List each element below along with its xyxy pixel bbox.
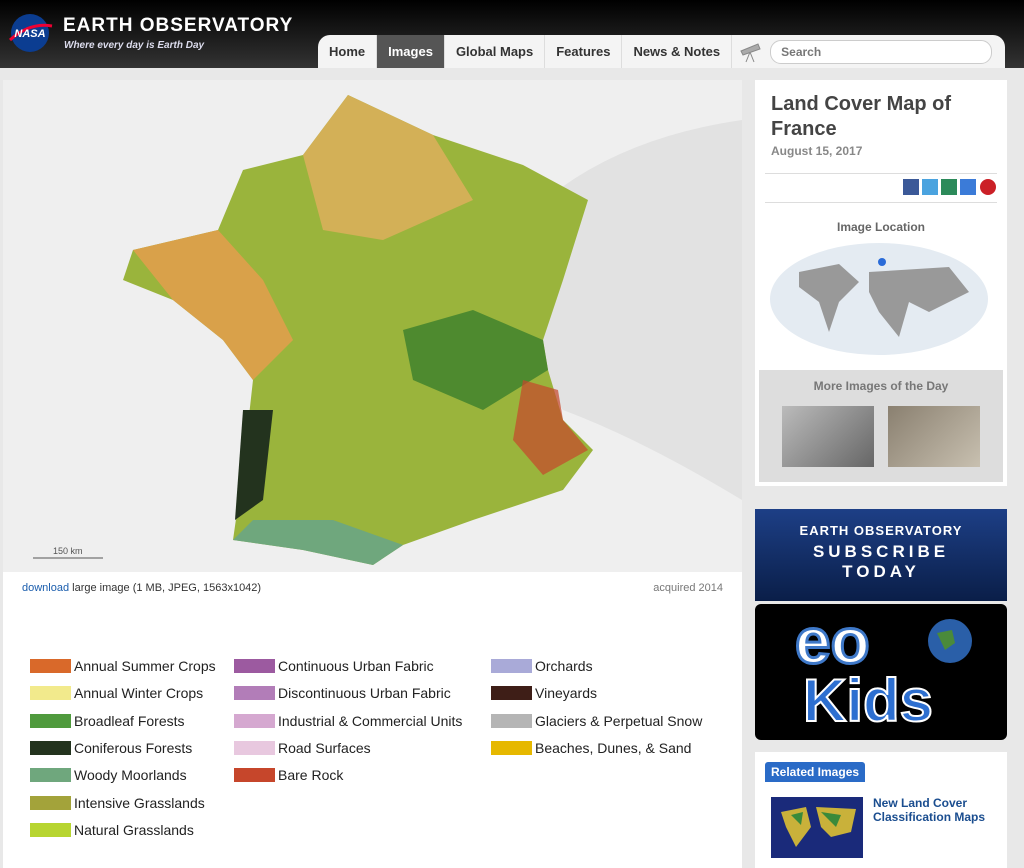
legend-item: Annual Winter Crops <box>30 685 203 701</box>
legend-label: Annual Winter Crops <box>74 685 204 702</box>
legend-label: Beaches, Dunes, & Sand <box>535 739 692 756</box>
legend-swatch <box>491 740 532 755</box>
legend-item: Intensive Grasslands <box>30 795 205 811</box>
main-panel: 150 km download large image (1 MB, JPEG,… <box>3 80 742 868</box>
nasa-text: NASA <box>14 28 45 40</box>
legend-swatch <box>234 768 275 783</box>
legend-item: Broadleaf Forests <box>30 713 185 729</box>
legend-label: Woody Moorlands <box>74 767 187 784</box>
nasa-logo: NASA <box>8 14 53 52</box>
legend-swatch <box>30 686 71 701</box>
legend-label: Orchards <box>535 658 593 674</box>
legend-item: Road Surfaces <box>234 740 371 756</box>
related-thumbnail[interactable] <box>771 797 863 858</box>
legend-item: Annual Summer Crops <box>30 658 216 674</box>
info-panel: Land Cover Map of France August 15, 2017… <box>755 80 1007 486</box>
legend-item: Orchards <box>491 658 593 674</box>
legend-item: Discontinuous Urban Fabric <box>234 685 451 701</box>
legend-swatch <box>30 822 71 837</box>
nav-tab[interactable]: Global Maps <box>445 35 546 68</box>
scale-label: 150 km <box>53 546 83 556</box>
legend-item: Natural Grasslands <box>30 822 194 838</box>
legend-swatch <box>234 713 275 728</box>
legend-label: Annual Summer Crops <box>74 658 216 674</box>
legend-swatch <box>30 795 71 810</box>
legend-label: Glaciers & Perpetual Snow <box>535 712 703 729</box>
tagline: Where every day is Earth Day <box>64 40 205 51</box>
legend-label: Intensive Grasslands <box>74 794 205 811</box>
legend-label: Natural Grasslands <box>74 821 194 838</box>
legend-label: Broadleaf Forests <box>74 712 185 729</box>
legend-item: Continuous Urban Fabric <box>234 658 434 674</box>
legend-item: Woody Moorlands <box>30 767 187 783</box>
share-icons <box>903 179 996 195</box>
thumbnail[interactable] <box>782 406 874 467</box>
legend-item: Coniferous Forests <box>30 740 192 756</box>
legend-swatch <box>30 740 71 755</box>
download-link[interactable]: download <box>22 582 70 594</box>
legend-swatch <box>30 713 71 728</box>
related-panel: Related Images New Land Cover Classifica… <box>755 752 1007 868</box>
site-name: EARTH OBSERVATORY <box>63 15 294 36</box>
legend-item: Beaches, Dunes, & Sand <box>491 740 691 756</box>
legend-item: Industrial & Commercial Units <box>234 713 462 729</box>
legend-label: Bare Rock <box>278 767 344 784</box>
related-heading: Related Images <box>765 762 866 782</box>
legend-swatch <box>30 768 71 783</box>
legend-item: Vineyards <box>491 685 597 701</box>
legend-label: Vineyards <box>535 685 598 702</box>
related-title[interactable]: New Land Cover Classification Maps <box>873 796 986 824</box>
legend-label: Industrial & Commercial Units <box>278 712 463 729</box>
more-images: More Images of the Day <box>759 370 1003 482</box>
kids-text: Kids <box>802 666 934 735</box>
caption-text: large image (1 MB, JPEG, 1563x1042) <box>72 582 262 594</box>
location-heading: Image Location <box>836 220 925 234</box>
kids-eo: eo <box>794 604 872 679</box>
nav-tab[interactable]: Images <box>377 35 445 68</box>
nav-tab[interactable]: Home <box>318 35 378 68</box>
legend-label: Coniferous Forests <box>74 739 193 756</box>
image-title: Land Cover Map of France <box>771 93 952 140</box>
land-cover-map: 150 km <box>3 80 742 572</box>
header: NASA EARTH OBSERVATORY Where every day i… <box>0 0 1024 68</box>
nav-bar: Home Images Global Maps Features News & Note… <box>318 35 1005 68</box>
thumbnail[interactable] <box>888 406 980 467</box>
location-map <box>770 243 988 355</box>
legend-swatch <box>234 740 275 755</box>
legend-swatch <box>234 686 275 701</box>
legend-label: Discontinuous Urban Fabric <box>278 685 451 702</box>
nav-tabs: Home Images Global Maps Features News & Note… <box>318 35 733 68</box>
caption: download large image (1 MB, JPEG, 1563x1… <box>22 582 261 594</box>
legend-item: Glaciers & Perpetual Snow <box>491 713 702 729</box>
nav-tab[interactable]: News & Notes <box>622 35 733 68</box>
telescope-icon <box>740 42 761 62</box>
banner-cta: SUBSCRIBE TODAY <box>812 542 950 581</box>
earth-icon <box>928 619 972 663</box>
subscribe-banner[interactable]: EARTH OBSERVATORY SUBSCRIBE TODAY <box>755 509 1007 601</box>
legend-swatch <box>491 659 532 673</box>
nav-tab[interactable]: Features <box>545 35 623 68</box>
eo-kids-banner[interactable]: eo Kids <box>755 604 1007 740</box>
legend-label: Continuous Urban Fabric <box>278 658 434 674</box>
legend-label: Road Surfaces <box>278 739 371 756</box>
legend-swatch <box>491 713 532 728</box>
banner-name: EARTH OBSERVATORY <box>799 523 963 538</box>
image-date: August 15, 2017 <box>771 144 863 158</box>
search-box[interactable]: Search <box>770 39 993 64</box>
legend-item: Bare Rock <box>234 767 343 783</box>
legend-swatch <box>234 659 275 673</box>
legend-swatch <box>30 659 71 673</box>
legend-swatch <box>491 686 532 701</box>
acquired: acquired 2014 <box>653 582 723 594</box>
more-heading: More Images of the Day <box>813 379 949 393</box>
